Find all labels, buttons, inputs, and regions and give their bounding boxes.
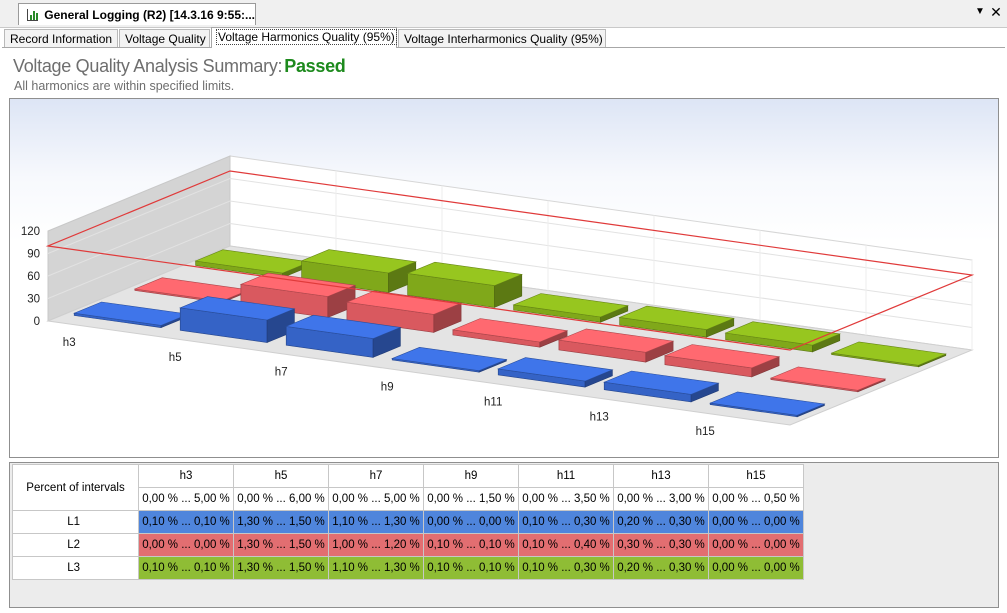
harmonics-table-panel: Percent of intervals h3 h5 h7 h9 h11 h13… [9, 462, 999, 608]
document-tab-bar: General Logging (R2) [14.3.16 9:55:... ▼… [0, 0, 1007, 28]
column-header: h3 [138, 464, 234, 488]
table-cell: 1,30 % ... 1,50 % [233, 510, 329, 534]
table-cell: 0,10 % ... 0,10 % [423, 556, 519, 580]
column-header: h11 [518, 464, 614, 488]
column-header: h5 [233, 464, 329, 488]
status-badge: Passed [284, 56, 346, 76]
column-limit: 0,00 % ... 6,00 % [233, 487, 329, 511]
row-label: L3 [12, 556, 139, 580]
column-limit: 0,00 % ... 3,50 % [518, 487, 614, 511]
column-header: h7 [328, 464, 424, 488]
close-icon[interactable]: ✕ [990, 4, 1002, 20]
table-cell: 0,00 % ... 0,00 % [708, 510, 804, 534]
bar-top-h5 [179, 296, 296, 321]
table-cell: 0,00 % ... 0,00 % [423, 510, 519, 534]
y-tick-label: 60 [27, 271, 40, 283]
bar-top-h11 [557, 328, 675, 353]
document-tab[interactable]: General Logging (R2) [14.3.16 9:55:... [18, 3, 256, 25]
bar-top-h13 [663, 344, 781, 369]
chart-canvas: 120 90 60 30 0 h3 h5 h7 h9 h11 h13 h15 [21, 155, 975, 438]
table-cell: 0,20 % ... 0,30 % [613, 556, 709, 580]
limit-line [45, 170, 975, 351]
summary-subtitle: All harmonics are within specified limit… [14, 79, 235, 93]
x-tick-label: h13 [590, 411, 609, 423]
y-tick-label: 0 [34, 316, 40, 328]
chevron-down-icon[interactable]: ▼ [975, 6, 985, 17]
table-corner-label: Percent of intervals [12, 464, 139, 511]
table-cell: 1,00 % ... 1,20 % [328, 533, 424, 557]
table-row[interactable]: L1 0,10 % ... 0,10 % 1,30 % ... 1,50 % 1… [12, 510, 804, 534]
harmonics-table: Percent of intervals h3 h5 h7 h9 h11 h13… [12, 464, 804, 580]
bar-top-h9 [512, 293, 629, 318]
x-tick-label: h15 [696, 426, 715, 438]
table-cell: 0,30 % ... 0,30 % [613, 533, 709, 557]
chart-gridline [47, 222, 973, 328]
bar-top-h11 [618, 305, 735, 330]
tab-voltage-harmonics-quality[interactable]: Voltage Harmonics Quality (95%) [211, 27, 397, 48]
column-limit: 0,00 % ... 5,00 % [138, 487, 234, 511]
chart-gridline [47, 177, 973, 283]
bar-top-h7 [406, 261, 523, 286]
table-cell: 0,10 % ... 0,30 % [518, 556, 614, 580]
table-cell: 0,20 % ... 0,30 % [613, 510, 709, 534]
y-tick-label: 120 [21, 226, 40, 238]
bar-top-h5 [300, 249, 417, 274]
chart-icon [27, 8, 39, 21]
summary-title-prefix: Voltage Quality Analysis Summary: [13, 56, 283, 76]
bar-top-h7 [285, 314, 402, 339]
y-tick-label: 90 [27, 249, 40, 261]
column-header: h15 [708, 464, 804, 488]
chart-gridline [47, 200, 973, 306]
table-cell: 1,10 % ... 1,30 % [328, 556, 424, 580]
tab-record-information[interactable]: Record Information [4, 29, 118, 47]
column-limit: 0,00 % ... 0,50 % [708, 487, 804, 511]
view-tab-bar: Record Information Voltage Quality Volta… [2, 27, 1005, 48]
bar-top-h15 [830, 341, 947, 366]
table-cell: 0,10 % ... 0,30 % [518, 510, 614, 534]
harmonics-3d-chart[interactable]: 120 90 60 30 0 h3 h5 h7 h9 h11 h13 h15 [9, 98, 999, 458]
bar-top-h9 [391, 346, 508, 372]
summary-title: Voltage Quality Analysis Summary: Passed [13, 56, 346, 77]
table-cell: 1,30 % ... 1,50 % [233, 533, 329, 557]
column-header: h9 [423, 464, 519, 488]
table-cell: 0,00 % ... 0,00 % [708, 533, 804, 557]
table-cell: 0,10 % ... 0,40 % [518, 533, 614, 557]
bar-top-h15 [709, 391, 826, 416]
tab-voltage-quality[interactable]: Voltage Quality [119, 29, 210, 47]
x-tick-label: h9 [381, 382, 394, 394]
document-tab-title: General Logging (R2) [14.3.16 9:55:... [44, 7, 255, 22]
table-cell: 0,00 % ... 0,00 % [138, 533, 234, 557]
table-cell: 0,10 % ... 0,10 % [138, 556, 234, 580]
bar-top-h15 [769, 366, 887, 391]
y-tick-label: 30 [27, 294, 40, 306]
table-cell: 0,00 % ... 0,00 % [708, 556, 804, 580]
table-cell: 0,10 % ... 0,10 % [138, 510, 234, 534]
bar-top-h13 [724, 321, 841, 346]
table-cell: 1,30 % ... 1,50 % [233, 556, 329, 580]
tab-voltage-interharmonics-quality[interactable]: Voltage Interharmonics Quality (95%) [398, 29, 606, 47]
x-tick-label: h5 [169, 352, 182, 364]
table-cell: 0,10 % ... 0,10 % [423, 533, 519, 557]
column-limit: 0,00 % ... 5,00 % [328, 487, 424, 511]
column-header: h13 [613, 464, 709, 488]
x-tick-label: h11 [484, 396, 502, 408]
bar-top-h7 [345, 290, 463, 315]
row-label: L1 [12, 510, 139, 534]
column-limit: 0,00 % ... 3,00 % [613, 487, 709, 511]
row-label: L2 [12, 533, 139, 557]
column-limit: 0,00 % ... 1,50 % [423, 487, 519, 511]
bar-top-h9 [451, 318, 569, 343]
bar-top-h5 [239, 272, 357, 297]
x-tick-label: h7 [275, 367, 288, 379]
table-cell: 1,10 % ... 1,30 % [328, 510, 424, 534]
bar-top-h13 [603, 370, 720, 395]
bar-top-h11 [497, 357, 614, 382]
x-tick-label: h3 [63, 337, 76, 349]
table-row[interactable]: L3 0,10 % ... 0,10 % 1,30 % ... 1,50 % 1… [12, 556, 804, 580]
table-row[interactable]: L2 0,00 % ... 0,00 % 1,30 % ... 1,50 % 1… [12, 533, 804, 557]
